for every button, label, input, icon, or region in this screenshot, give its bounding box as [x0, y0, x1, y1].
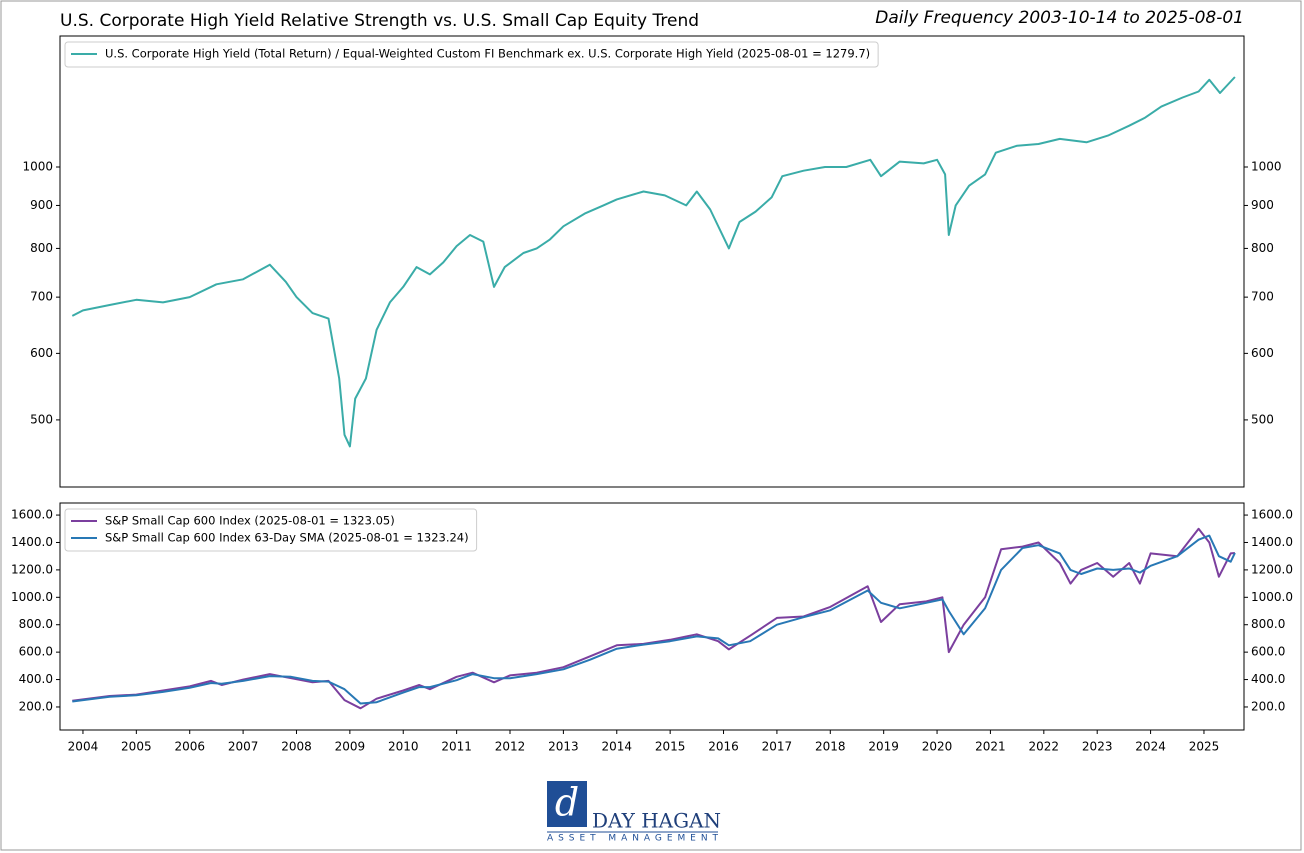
x-tick-label: 2021 [975, 740, 1006, 754]
x-tick-label: 2004 [68, 740, 99, 754]
legend-box [64, 508, 478, 552]
y-tick-label: 1200.0 [1251, 562, 1293, 576]
plot-area [59, 502, 1245, 731]
x-tick-label: 2009 [335, 740, 366, 754]
legend-label: S&P Small Cap 600 Index 63-Day SMA (2025… [105, 531, 469, 545]
y-tick-label: 1600.0 [11, 508, 53, 522]
y-tick-label: 800 [30, 241, 53, 255]
x-tick-label: 2008 [281, 740, 312, 754]
x-tick-label: 2012 [495, 740, 526, 754]
x-tick-label: 2019 [868, 740, 899, 754]
y-tick-label: 1000.0 [1251, 590, 1293, 604]
y-tick-label: 1200.0 [11, 562, 53, 576]
x-tick-label: 2011 [441, 740, 472, 754]
y-tick-label: 800.0 [1251, 617, 1285, 631]
y-tick-label: 1000 [22, 160, 53, 174]
y-tick-label: 600 [1251, 346, 1274, 360]
x-tick-label: 2014 [601, 740, 632, 754]
y-tick-label: 400.0 [1251, 672, 1285, 686]
y-tick-label: 500 [30, 412, 53, 426]
y-tick-label: 500 [1251, 412, 1274, 426]
legend-label: U.S. Corporate High Yield (Total Return)… [105, 47, 870, 61]
x-tick-label: 2017 [762, 740, 793, 754]
series-line [72, 527, 1235, 710]
plot-area [59, 35, 1245, 488]
series-line [72, 534, 1236, 705]
logo-name: DAY HAGAN [592, 809, 721, 833]
logo-mark [547, 781, 587, 827]
y-tick-label: 400.0 [19, 672, 53, 686]
logo-tagline: ASSET MANAGEMENT [547, 834, 719, 844]
y-tick-label: 600 [30, 346, 53, 360]
x-tick-label: 2005 [121, 740, 152, 754]
x-tick-label: 2025 [1189, 740, 1220, 754]
x-tick-label: 2020 [922, 740, 953, 754]
y-tick-label: 800.0 [19, 617, 53, 631]
x-tick-label: 2018 [815, 740, 846, 754]
y-tick-label: 600.0 [19, 645, 53, 659]
x-tick-label: 2023 [1082, 740, 1113, 754]
legend-box [64, 41, 879, 68]
y-tick-label: 1600.0 [1251, 508, 1293, 522]
chart-title: U.S. Corporate High Yield Relative Stren… [60, 11, 699, 31]
y-tick-label: 700 [1251, 290, 1274, 304]
y-tick-label: 1000 [1251, 160, 1282, 174]
legend: U.S. Corporate High Yield (Total Return)… [64, 41, 879, 68]
series-line [71, 76, 1236, 448]
y-tick-label: 600.0 [1251, 645, 1285, 659]
x-tick-label: 2016 [708, 740, 739, 754]
y-tick-label: 800 [1251, 241, 1274, 255]
legend-label: S&P Small Cap 600 Index (2025-08-01 = 13… [105, 514, 395, 528]
x-tick-label: 2022 [1029, 740, 1060, 754]
logo: d DAY HAGAN ASSET MANAGEMENT [547, 781, 721, 844]
y-tick-label: 900 [30, 198, 53, 212]
x-tick-label: 2013 [548, 740, 579, 754]
x-tick-label: 2024 [1135, 740, 1166, 754]
x-tick-label: 2010 [388, 740, 419, 754]
logo-glyph: d [555, 781, 579, 825]
y-tick-label: 1400.0 [11, 535, 53, 549]
y-tick-label: 700 [30, 290, 53, 304]
chart-subtitle: Daily Frequency 2003-10-14 to 2025-08-01 [875, 8, 1244, 28]
legend: S&P Small Cap 600 Index (2025-08-01 = 13… [64, 508, 478, 552]
y-tick-label: 1400.0 [1251, 535, 1293, 549]
y-tick-label: 200.0 [1251, 699, 1285, 713]
y-tick-label: 900 [1251, 198, 1274, 212]
y-tick-label: 200.0 [19, 699, 53, 713]
x-tick-label: 2015 [655, 740, 686, 754]
x-tick-label: 2006 [174, 740, 205, 754]
x-tick-label: 2007 [228, 740, 259, 754]
y-tick-label: 1000.0 [11, 590, 53, 604]
